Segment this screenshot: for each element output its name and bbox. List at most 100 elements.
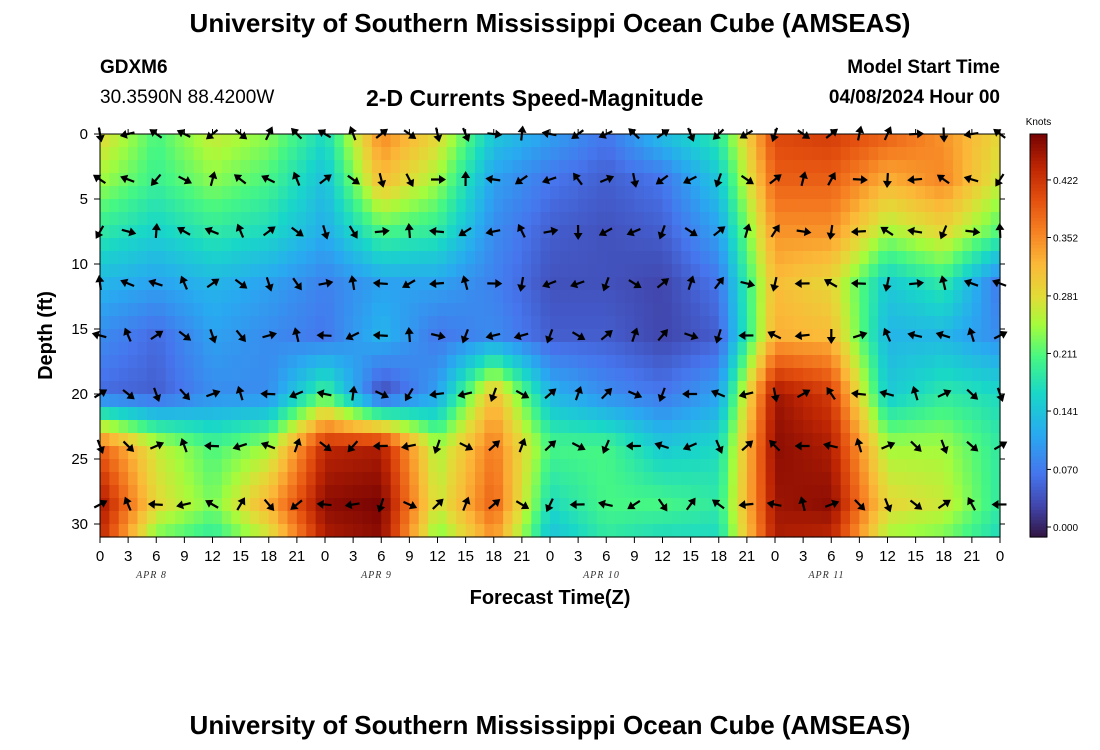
heatmap-cell bbox=[343, 459, 354, 473]
heatmap-cell bbox=[240, 225, 251, 239]
heatmap-cell bbox=[353, 446, 364, 460]
heatmap-cell bbox=[231, 199, 242, 213]
heatmap-cell bbox=[325, 485, 335, 499]
x-tick-label: 18 bbox=[935, 548, 952, 565]
current-arrow bbox=[910, 440, 922, 452]
x-tick-label: 15 bbox=[457, 548, 474, 565]
heatmap-cell bbox=[221, 316, 232, 330]
heatmap-cell bbox=[962, 459, 973, 473]
heatmap-cell bbox=[212, 342, 223, 356]
heatmap-cell bbox=[550, 238, 560, 252]
heatmap-cell bbox=[203, 277, 214, 291]
heatmap-cell bbox=[287, 329, 298, 343]
heatmap-cell bbox=[803, 173, 814, 187]
heatmap-cell bbox=[793, 212, 804, 226]
x-tick-label: 6 bbox=[827, 548, 835, 565]
heatmap-cell bbox=[437, 368, 448, 382]
heatmap-cell bbox=[831, 238, 842, 252]
heatmap-cell bbox=[568, 446, 579, 460]
heatmap-cell bbox=[728, 524, 739, 538]
heatmap-cell bbox=[981, 264, 992, 278]
heatmap-cell bbox=[343, 433, 354, 447]
heatmap-cell bbox=[671, 251, 682, 265]
heatmap-cell bbox=[625, 433, 635, 447]
heatmap-cell bbox=[540, 368, 551, 382]
heatmap-cell bbox=[118, 446, 129, 460]
heatmap-cell bbox=[446, 173, 457, 187]
heatmap-cell bbox=[793, 264, 804, 278]
heatmap-cell bbox=[990, 303, 1001, 317]
heatmap-cell bbox=[306, 485, 317, 499]
heatmap-cell bbox=[578, 225, 589, 239]
current-arrow-head bbox=[485, 331, 494, 341]
heatmap-cell bbox=[671, 160, 682, 174]
heatmap-cell bbox=[550, 433, 560, 447]
heatmap-cell bbox=[165, 225, 176, 239]
current-arrow-head bbox=[711, 499, 721, 508]
heatmap-cell bbox=[793, 355, 804, 369]
heatmap-cell bbox=[390, 199, 401, 213]
heatmap-cell bbox=[512, 459, 523, 473]
heatmap-cell bbox=[643, 277, 654, 291]
heatmap-cell bbox=[381, 368, 392, 382]
current-arrow-head bbox=[882, 284, 892, 292]
heatmap-cell bbox=[831, 173, 842, 187]
heatmap-cell bbox=[615, 264, 626, 278]
heatmap-cell bbox=[878, 407, 889, 421]
heatmap-cell bbox=[728, 238, 739, 252]
heatmap-cell bbox=[484, 212, 495, 226]
heatmap-cell bbox=[634, 264, 645, 278]
heatmap-cell bbox=[400, 381, 410, 395]
heatmap-cell bbox=[268, 160, 279, 174]
heatmap-cell bbox=[812, 342, 823, 356]
heatmap-cell bbox=[681, 251, 692, 265]
heatmap-cell bbox=[859, 316, 870, 330]
heatmap-cell bbox=[493, 212, 504, 226]
heatmap-cell bbox=[221, 472, 232, 486]
current-arrow-head bbox=[738, 500, 746, 510]
heatmap-cell bbox=[700, 238, 710, 252]
heatmap-cell bbox=[353, 498, 364, 512]
heatmap-cell bbox=[803, 147, 814, 161]
heatmap-cell bbox=[128, 446, 139, 460]
current-arrow bbox=[883, 126, 893, 141]
heatmap-cell bbox=[953, 446, 964, 460]
heatmap-cell bbox=[400, 498, 410, 512]
heatmap-cell bbox=[971, 160, 982, 174]
heatmap-cell bbox=[212, 368, 223, 382]
heatmap-cell bbox=[371, 303, 382, 317]
heatmap-cell bbox=[128, 394, 139, 408]
heatmap-cell bbox=[746, 420, 757, 434]
heatmap-cell bbox=[943, 225, 954, 239]
heatmap-cell bbox=[962, 303, 973, 317]
heatmap-cell bbox=[878, 420, 889, 434]
heatmap-cell bbox=[268, 251, 279, 265]
heatmap-cell bbox=[250, 303, 260, 317]
heatmap-cell bbox=[156, 524, 167, 538]
heatmap-cell bbox=[503, 225, 514, 239]
current-arrow-head bbox=[205, 499, 214, 508]
heatmap-cell bbox=[887, 433, 898, 447]
heatmap-cell bbox=[681, 407, 692, 421]
heatmap-cell bbox=[128, 472, 139, 486]
colorbar-swatch bbox=[1030, 520, 1047, 525]
heatmap-cell bbox=[803, 472, 814, 486]
current-arrow bbox=[794, 441, 810, 451]
heatmap-cell bbox=[728, 134, 739, 148]
heatmap-cell bbox=[400, 355, 410, 369]
heatmap-cell bbox=[887, 290, 898, 304]
heatmap-cell bbox=[221, 147, 232, 161]
heatmap-cell bbox=[409, 277, 420, 291]
heatmap-cell bbox=[915, 407, 926, 421]
heatmap-cell bbox=[756, 173, 767, 187]
heatmap-cell bbox=[240, 316, 251, 330]
heatmap-cell bbox=[915, 420, 926, 434]
heatmap-cell bbox=[521, 368, 532, 382]
heatmap-cell bbox=[625, 342, 635, 356]
heatmap-cell bbox=[559, 212, 570, 226]
heatmap-cell bbox=[465, 394, 476, 408]
heatmap-cell bbox=[343, 199, 354, 213]
heatmap-cell bbox=[334, 524, 345, 538]
heatmap-cell bbox=[596, 446, 607, 460]
current-arrow bbox=[264, 276, 274, 292]
